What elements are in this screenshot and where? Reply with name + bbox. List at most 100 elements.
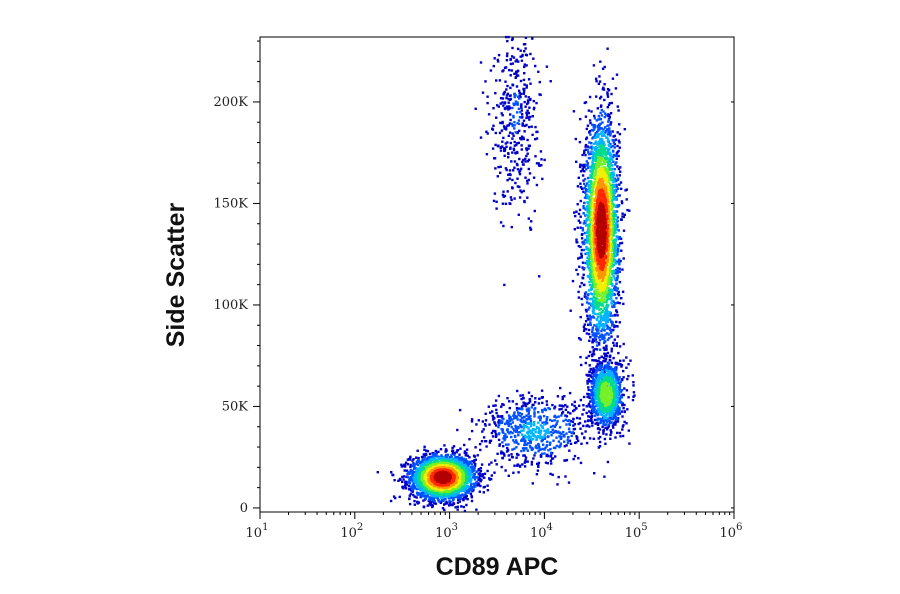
data-point-pop-4 — [505, 168, 508, 172]
data-point-pop-4 — [493, 192, 497, 195]
data-point-pop-2 — [585, 148, 588, 151]
data-point-pop-4 — [523, 130, 526, 133]
data-point-pop-1 — [410, 478, 413, 481]
data-point-pop-2 — [606, 294, 609, 297]
data-point-pop-1 — [469, 484, 473, 487]
data-point-pop-2 — [611, 139, 614, 142]
data-point-pop-2 — [579, 338, 582, 341]
data-point-pop-5 — [555, 422, 558, 425]
data-point-pop-4 — [497, 165, 500, 169]
data-point-pop-4 — [525, 86, 528, 89]
data-point-pop-5 — [565, 444, 568, 447]
data-point-pop-5 — [527, 434, 531, 438]
data-point-pop-1 — [457, 491, 460, 494]
data-point-pop-2 — [590, 197, 593, 200]
data-point-pop-5 — [573, 423, 577, 426]
data-point-pop-2 — [612, 275, 615, 278]
data-point-pop-3 — [606, 378, 609, 382]
data-point-pop-2 — [608, 182, 612, 185]
data-point-pop-4 — [507, 173, 510, 176]
data-point-pop-2 — [586, 224, 589, 227]
data-point-pop-1 — [411, 476, 414, 479]
data-point-pop-2 — [622, 302, 625, 306]
data-point-pop-3 — [590, 368, 593, 371]
data-point-pop-2 — [592, 142, 596, 145]
data-point-pop-2 — [599, 141, 602, 144]
data-point-pop-5 — [537, 416, 540, 419]
data-point-pop-2 — [611, 171, 615, 175]
data-point-pop-2 — [590, 256, 593, 259]
data-point-pop-2 — [618, 194, 621, 197]
data-point-pop-1 — [422, 505, 425, 508]
data-point-pop-1 — [414, 475, 417, 479]
data-point-pop-5 — [527, 401, 531, 404]
data-point-pop-2 — [621, 268, 624, 271]
data-point-pop-4 — [527, 167, 530, 171]
data-point-pop-5 — [485, 445, 488, 448]
data-point-pop-5 — [503, 439, 506, 442]
data-point-pop-1 — [474, 462, 477, 466]
data-point-pop-1 — [459, 495, 463, 498]
data-point-pop-5 — [537, 411, 540, 414]
data-point-pop-2 — [587, 332, 591, 336]
data-point-pop-5 — [511, 418, 514, 421]
data-point-pop-5 — [511, 400, 514, 403]
data-point-pop-5 — [525, 447, 528, 450]
data-point-pop-2 — [600, 148, 604, 151]
data-point-pop-2 — [594, 140, 597, 143]
data-point-pop-2 — [600, 329, 603, 333]
data-point-pop-1 — [406, 463, 409, 466]
data-point-pop-5 — [546, 453, 549, 456]
data-point-pop-5 — [475, 423, 478, 426]
data-point-pop-5 — [542, 443, 545, 446]
data-point-pop-5 — [582, 424, 585, 428]
data-point-pop-1 — [442, 498, 445, 501]
data-point-pop-3 — [619, 390, 623, 393]
data-point-pop-2 — [604, 112, 607, 115]
data-point-pop-1 — [424, 491, 427, 494]
data-point-pop-2 — [592, 128, 596, 131]
data-point-pop-5 — [527, 411, 530, 414]
data-point-pop-1 — [462, 469, 466, 472]
data-point-pop-2 — [582, 325, 586, 328]
data-point-pop-5 — [549, 454, 553, 457]
data-point-pop-2 — [590, 191, 593, 194]
data-point-pop-3 — [615, 344, 618, 348]
data-point-pop-4 — [532, 57, 535, 60]
data-point-pop-5 — [530, 446, 534, 450]
data-point-pop-2 — [608, 318, 612, 321]
data-point-pop-5 — [528, 398, 531, 401]
data-point-pop-4 — [510, 69, 513, 72]
data-point-pop-2 — [594, 142, 597, 145]
data-point-pop-2 — [616, 187, 620, 190]
data-point-pop-1 — [404, 485, 407, 488]
data-point-pop-2 — [590, 264, 593, 267]
data-point-pop-3 — [599, 364, 603, 367]
data-point-pop-5 — [520, 429, 523, 432]
data-point-pop-3 — [614, 385, 617, 389]
data-point-pop-5 — [470, 429, 474, 433]
data-point-pop-5 — [497, 425, 500, 429]
data-point-pop-2 — [587, 308, 590, 311]
data-point-pop-3 — [612, 423, 615, 426]
data-point-pop-1 — [469, 461, 472, 464]
data-point-pop-2 — [591, 330, 594, 334]
data-point-pop-3 — [586, 395, 589, 399]
data-point-pop-2 — [606, 93, 609, 96]
data-point-pop-5 — [572, 424, 575, 427]
data-point-pop-4 — [520, 112, 524, 116]
data-point-pop-2 — [606, 47, 609, 50]
data-point-pop-5 — [496, 415, 500, 418]
data-point-pop-1 — [463, 509, 467, 513]
data-point-pop-5 — [558, 435, 561, 438]
data-point-pop-2 — [613, 183, 616, 187]
data-point-pop-2 — [611, 273, 614, 276]
data-point-pop-5 — [575, 435, 578, 438]
data-point-pop-2 — [579, 355, 582, 359]
data-point-pop-5 — [505, 411, 509, 414]
data-point-pop-4 — [508, 169, 512, 172]
data-point-pop-5 — [522, 435, 525, 439]
data-point-pop-1 — [477, 478, 480, 482]
data-point-pop-1 — [407, 471, 410, 474]
